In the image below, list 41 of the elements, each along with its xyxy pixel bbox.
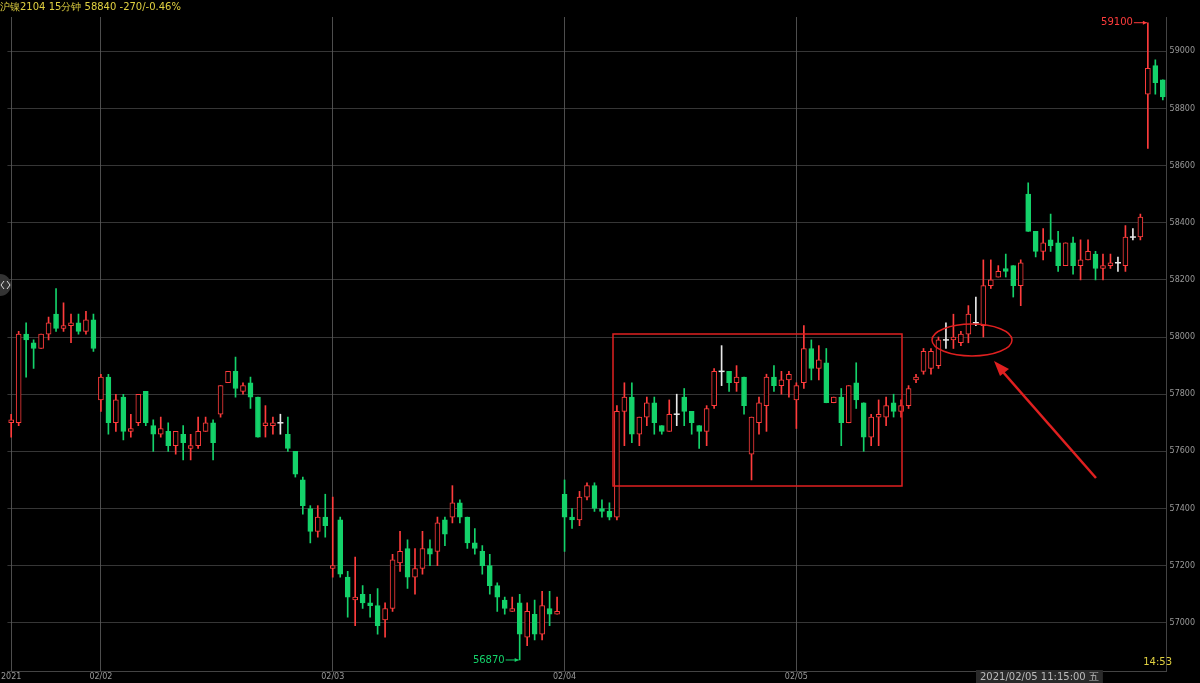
y-tick-label: 58200 — [1169, 274, 1195, 284]
candlestick — [1114, 256, 1122, 272]
candlestick — [329, 496, 336, 578]
y-tick-label: 58800 — [1169, 103, 1195, 113]
candlestick — [554, 596, 560, 615]
candlestick — [815, 345, 822, 381]
candlestick — [128, 413, 134, 438]
y-tick-label: 57200 — [1169, 560, 1195, 570]
y-tick-label: 58400 — [1169, 217, 1195, 227]
candlestick — [180, 425, 187, 461]
x-tick-label: 2021 — [1, 672, 22, 682]
candlestick — [322, 493, 329, 538]
y-tick-label: 58600 — [1169, 160, 1195, 170]
annotation: 56870 — [472, 653, 505, 665]
annotation: 14:53 — [1143, 655, 1172, 667]
x-tick-label: 02/03 — [321, 672, 345, 682]
candlestick — [942, 322, 950, 349]
chart-title: 沪镍2104 15分钟 58840 -270/-0.46% — [0, 0, 181, 12]
candlestick — [270, 416, 276, 435]
candlestick — [1002, 253, 1009, 278]
candlestick — [412, 548, 418, 595]
y-tick-label: 58000 — [1169, 332, 1195, 342]
x-tick-label: 02/04 — [553, 672, 577, 682]
annotation: 2021/02/05 11:15:00 五 — [980, 670, 1099, 682]
candlestick — [367, 593, 373, 618]
candlestick — [786, 371, 792, 398]
y-tick-label: 59000 — [1169, 46, 1195, 56]
x-tick-label: 02/05 — [784, 672, 808, 682]
y-tick-label: 57600 — [1169, 446, 1195, 456]
candlestick — [68, 313, 74, 344]
candlestick — [1100, 253, 1106, 281]
candlestick — [672, 393, 681, 426]
candlestick — [23, 322, 29, 378]
y-tick-label: 57400 — [1169, 503, 1195, 513]
y-tick-label: 57000 — [1169, 617, 1195, 627]
x-tick-label: 02/02 — [89, 672, 113, 682]
y-tick-label: 57800 — [1169, 389, 1195, 399]
candlestick — [471, 528, 478, 555]
candlestick — [987, 259, 994, 289]
candlestick — [1129, 228, 1137, 241]
annotation: 59100 — [1101, 16, 1133, 28]
